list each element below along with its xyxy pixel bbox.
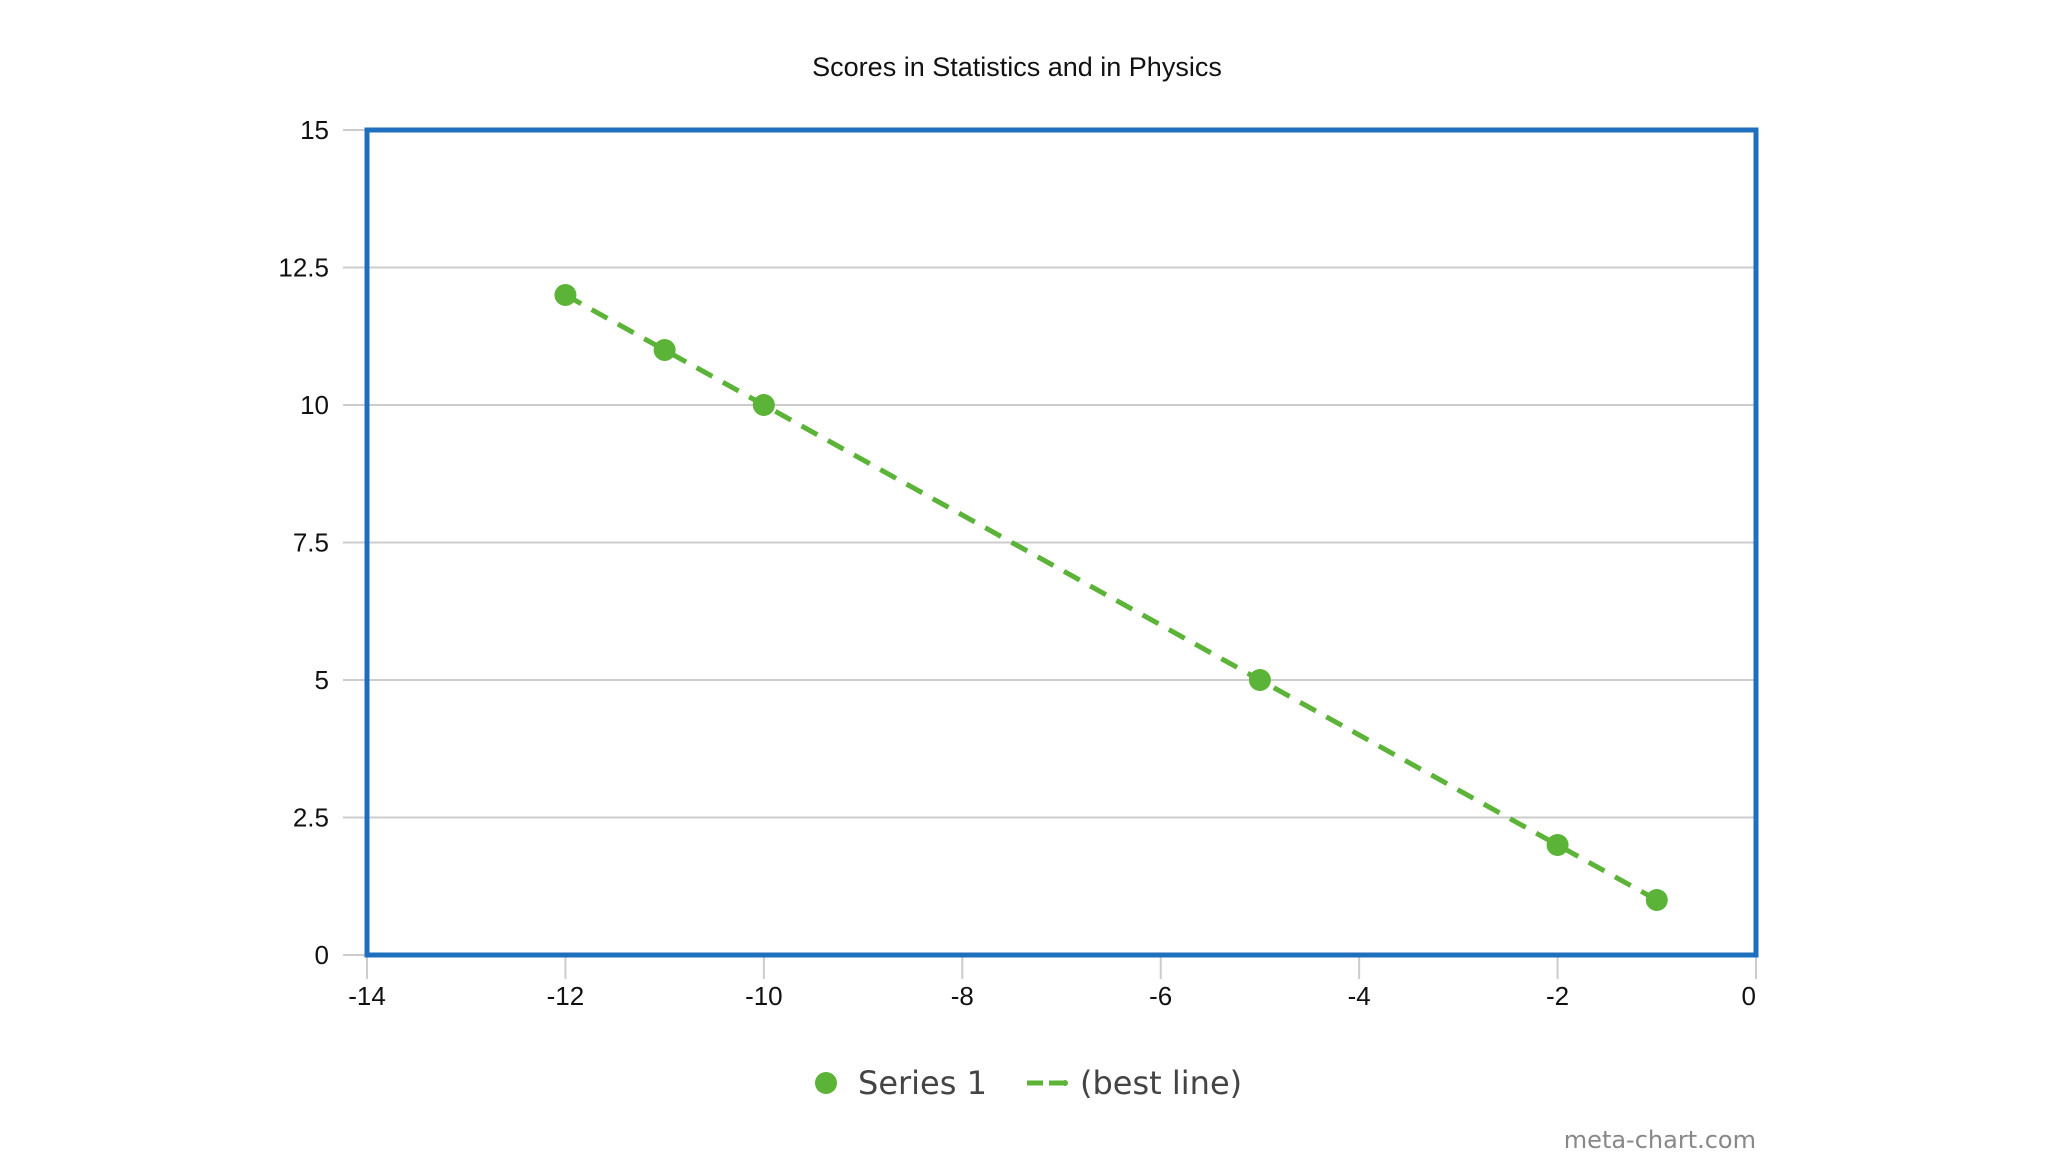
trend-line-layer	[564, 292, 1658, 903]
x-tick-label: -8	[951, 981, 974, 1011]
x-tick-label: -12	[547, 981, 585, 1011]
credit-label: meta-chart.com	[1564, 1126, 1756, 1152]
legend-series-label: Series 1	[858, 1064, 987, 1102]
data-point	[554, 284, 577, 306]
data-point	[1248, 669, 1271, 691]
x-tick-label: -14	[348, 981, 386, 1011]
legend: Series 1 (best line)	[815, 1064, 1242, 1102]
data-point	[752, 394, 775, 416]
gridlines	[367, 266, 1756, 819]
legend-trend-label: (best line)	[1080, 1064, 1242, 1102]
x-tick-label: -4	[1348, 981, 1371, 1011]
y-tick-label: 12.5	[278, 253, 329, 283]
chart-title: Scores in Statistics and in Physics	[812, 52, 1222, 82]
x-tick-label: -2	[1546, 981, 1569, 1011]
data-points	[554, 284, 1668, 911]
plot-border	[364, 127, 1759, 958]
data-point	[653, 339, 676, 361]
data-point	[1645, 889, 1668, 911]
axes: 0 2.5 5 7.5 10 12.5 15 -14 -12 -10 -8 -6 -4 -2 0	[278, 115, 1759, 1011]
x-tick-label: -10	[745, 981, 783, 1011]
x-tick-label: -6	[1149, 981, 1172, 1011]
legend-series-marker	[815, 1072, 837, 1094]
x-tick-label: 0	[1742, 981, 1756, 1011]
y-tick-label: 10	[300, 390, 329, 420]
data-point	[1546, 834, 1569, 856]
y-tick-label: 7.5	[293, 528, 329, 558]
legend-trend-marker	[1027, 1080, 1068, 1086]
y-tick-label: 0	[315, 940, 329, 970]
y-tick-label: 5	[315, 665, 329, 695]
y-tick-label: 2.5	[293, 803, 329, 833]
trend-line	[564, 292, 1658, 903]
y-tick-label: 15	[300, 115, 329, 145]
